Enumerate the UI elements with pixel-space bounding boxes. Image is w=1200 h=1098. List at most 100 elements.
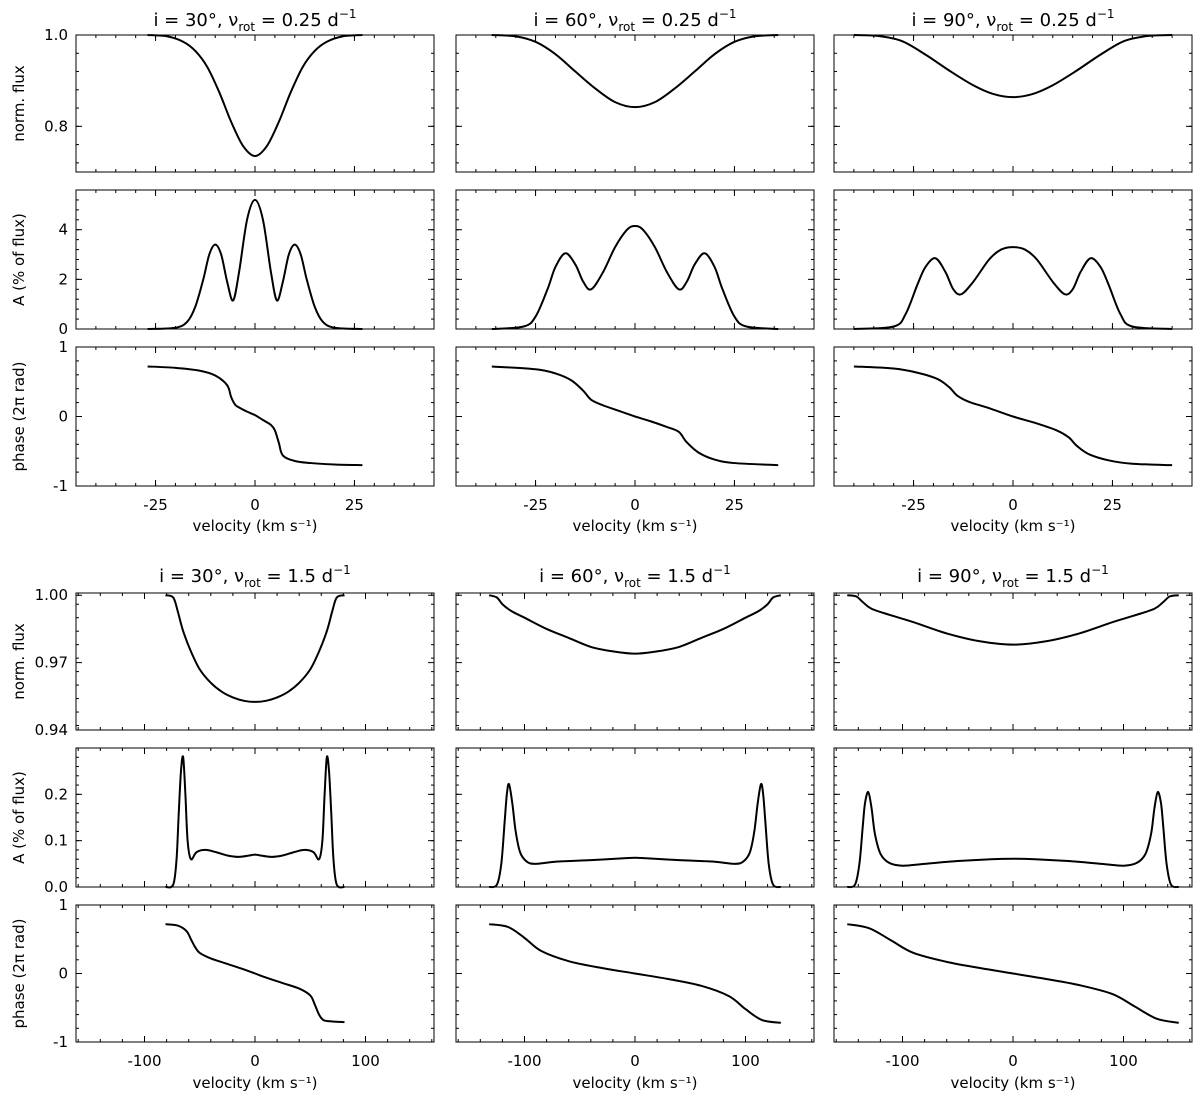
panel-frame xyxy=(75,747,435,888)
x-tick-label: 0 xyxy=(1008,496,1018,514)
x-tick-label: 0 xyxy=(1008,1052,1018,1070)
panel-frame xyxy=(455,189,815,330)
panel-title-sub: rot xyxy=(996,20,1013,34)
series-line xyxy=(491,34,779,109)
y-axis-label: norm. flux xyxy=(10,65,28,142)
y-tick-label: -1 xyxy=(53,477,68,495)
series-line xyxy=(491,365,779,467)
x-tick-label: 25 xyxy=(1103,496,1122,514)
series-line xyxy=(489,923,781,1024)
series-line xyxy=(488,594,782,655)
y-tick-label: 4 xyxy=(58,221,68,239)
x-tick-label: 100 xyxy=(1109,1052,1138,1070)
x-tick-label: 0 xyxy=(630,496,640,514)
panel-frame xyxy=(75,592,435,731)
panel-title-sub: rot xyxy=(618,20,635,34)
panel-title-sub: rot xyxy=(1002,576,1019,590)
panel-title-rest: = 0.25 d xyxy=(1013,10,1097,31)
y-axis-label: A (% of flux) xyxy=(10,213,28,306)
panel-title-rest: = 1.5 d xyxy=(1019,566,1091,587)
x-tick-label: 100 xyxy=(351,1052,380,1070)
panel-title-rest: = 1.5 d xyxy=(641,566,713,587)
panel-title-main: i = 30°, ν xyxy=(153,10,238,31)
x-axis-label: velocity (km s⁻¹) xyxy=(951,517,1076,535)
panel-title: i = 60°, νrot = 0.25 d−1 xyxy=(533,7,736,34)
series-line xyxy=(488,782,782,889)
panel-title-main: i = 90°, ν xyxy=(917,566,1002,587)
x-tick-label: 0 xyxy=(250,1052,260,1070)
y-tick-label: 0.8 xyxy=(44,117,68,135)
panel-title-rest: = 1.5 d xyxy=(261,566,333,587)
y-tick-label: 1 xyxy=(58,338,68,356)
y-axis-label: norm. flux xyxy=(10,623,28,700)
y-tick-label: 0.97 xyxy=(35,654,68,672)
panel-frame xyxy=(455,747,815,888)
panel-frame xyxy=(75,34,435,173)
y-axis-label: phase (2π rad) xyxy=(10,919,28,1029)
panel-title-sub: rot xyxy=(624,576,641,590)
panel-frame xyxy=(833,747,1193,888)
series-line xyxy=(847,923,1179,1024)
x-tick-label: -100 xyxy=(507,1052,541,1070)
panel-title-main: i = 30°, ν xyxy=(159,566,244,587)
y-tick-label: 0.1 xyxy=(44,832,68,850)
y-tick-label: 0.2 xyxy=(44,785,68,803)
panel-title: i = 30°, νrot = 1.5 d−1 xyxy=(159,563,351,590)
y-tick-label: 0 xyxy=(58,965,68,983)
y-tick-label: 0 xyxy=(58,408,68,426)
panel-frame xyxy=(75,189,435,330)
panel-title: i = 30°, νrot = 0.25 d−1 xyxy=(153,7,356,34)
series-line xyxy=(147,365,363,467)
panel-frame xyxy=(455,34,815,173)
x-tick-label: -25 xyxy=(901,496,926,514)
y-tick-label: 0.0 xyxy=(44,878,68,896)
panel-frame xyxy=(833,189,1193,330)
series-line xyxy=(853,365,1173,467)
panel-title: i = 60°, νrot = 1.5 d−1 xyxy=(539,563,731,590)
panel-title-rest: = 0.25 d xyxy=(635,10,719,31)
y-tick-label: 1 xyxy=(58,896,68,914)
y-axis-label: phase (2π rad) xyxy=(10,362,28,472)
x-tick-label: 25 xyxy=(725,496,744,514)
x-tick-label: 0 xyxy=(630,1052,640,1070)
x-tick-label: 25 xyxy=(345,496,364,514)
y-tick-label: 0 xyxy=(58,320,68,338)
series-line xyxy=(847,594,1179,646)
x-tick-label: -25 xyxy=(523,496,548,514)
y-tick-label: 2 xyxy=(58,270,68,288)
x-axis-label: velocity (km s⁻¹) xyxy=(573,517,698,535)
series-line xyxy=(853,246,1173,330)
panel-frame xyxy=(833,34,1193,173)
x-axis-label: velocity (km s⁻¹) xyxy=(193,517,318,535)
panel-frame xyxy=(75,346,435,487)
y-tick-label: 1.00 xyxy=(35,586,68,604)
series-line xyxy=(165,923,345,1024)
panel-title-main: i = 60°, ν xyxy=(533,10,618,31)
panel-title-main: i = 60°, ν xyxy=(539,566,624,587)
series-line xyxy=(853,34,1173,99)
panel-frame xyxy=(455,592,815,731)
x-tick-label: -100 xyxy=(127,1052,161,1070)
y-axis-label: A (% of flux) xyxy=(10,771,28,864)
y-tick-label: 0.94 xyxy=(35,721,68,739)
panel-title-main: i = 90°, ν xyxy=(911,10,996,31)
panel-title-sub: rot xyxy=(244,576,261,590)
series-line xyxy=(491,224,779,330)
panel-title-sup: −1 xyxy=(1097,7,1115,21)
panel-title: i = 90°, νrot = 0.25 d−1 xyxy=(911,7,1114,34)
panel-title: i = 90°, νrot = 1.5 d−1 xyxy=(917,563,1109,590)
x-axis-label: velocity (km s⁻¹) xyxy=(573,1074,698,1092)
x-axis-label: velocity (km s⁻¹) xyxy=(193,1074,318,1092)
series-line xyxy=(846,791,1180,889)
x-axis-label: velocity (km s⁻¹) xyxy=(951,1074,1076,1092)
series-line xyxy=(147,198,363,330)
y-tick-label: -1 xyxy=(53,1033,68,1051)
x-tick-label: 100 xyxy=(731,1052,760,1070)
panel-title-sup: −1 xyxy=(719,7,737,21)
series-line xyxy=(165,755,345,889)
x-tick-label: -25 xyxy=(143,496,168,514)
y-tick-label: 1.0 xyxy=(44,26,68,44)
panel-title-sup: −1 xyxy=(333,563,351,577)
panel-title-sup: −1 xyxy=(713,563,731,577)
